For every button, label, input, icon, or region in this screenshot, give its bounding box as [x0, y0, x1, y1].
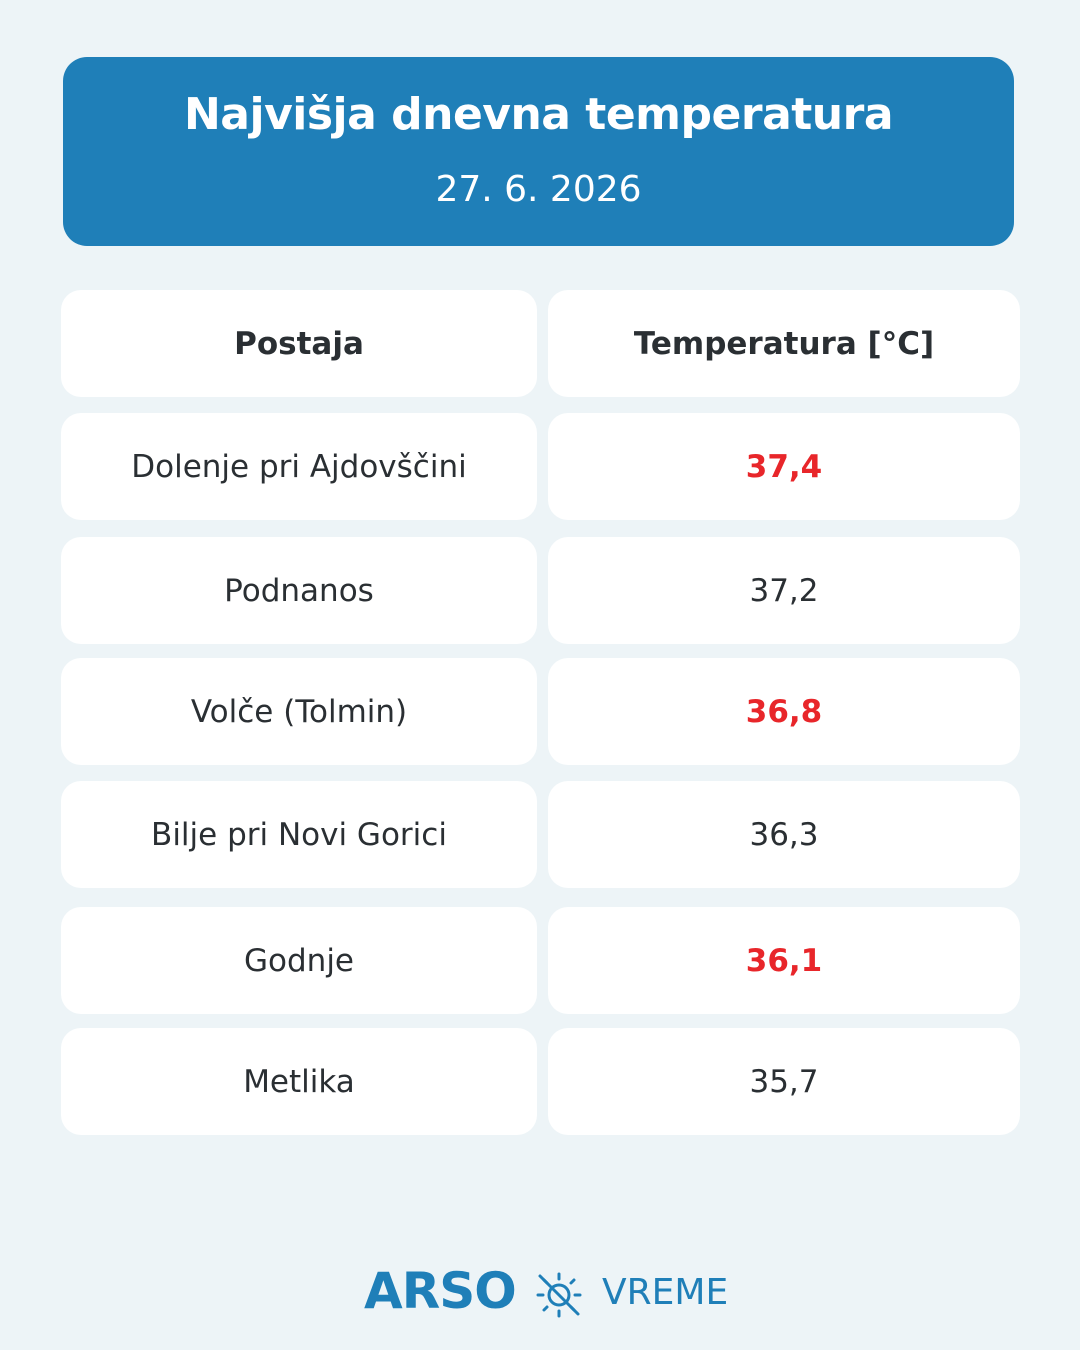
- footer: ARSO VREME: [0, 1262, 1080, 1322]
- section: VREME: [602, 1272, 729, 1313]
- temperature: 36,1: [548, 907, 1020, 1014]
- station: Godnje: [61, 907, 537, 1014]
- temperature: 36,3: [548, 781, 1020, 888]
- temperature: 35,7: [548, 1028, 1020, 1135]
- temperature: 37,4: [548, 413, 1020, 520]
- station: Podnanos: [61, 537, 537, 644]
- date: 27. 6. 2026: [435, 169, 642, 210]
- weather-icon: [536, 1272, 582, 1318]
- station: Bilje pri Novi Gorici: [61, 781, 537, 888]
- brand: ARSO: [364, 1262, 517, 1320]
- station: Dolenje pri Ajdovščini: [61, 413, 537, 520]
- header: Najvišja dnevna temperatura 27. 6. 2026: [63, 57, 1014, 246]
- station: Volče (Tolmin): [61, 658, 537, 765]
- column-header: Temperatura [°C]: [548, 290, 1020, 397]
- temperature: 36,8: [548, 658, 1020, 765]
- station: Metlika: [61, 1028, 537, 1135]
- title: Najvišja dnevna temperatura: [183, 89, 894, 140]
- temperature: 37,2: [548, 537, 1020, 644]
- column-header: Postaja: [61, 290, 537, 397]
